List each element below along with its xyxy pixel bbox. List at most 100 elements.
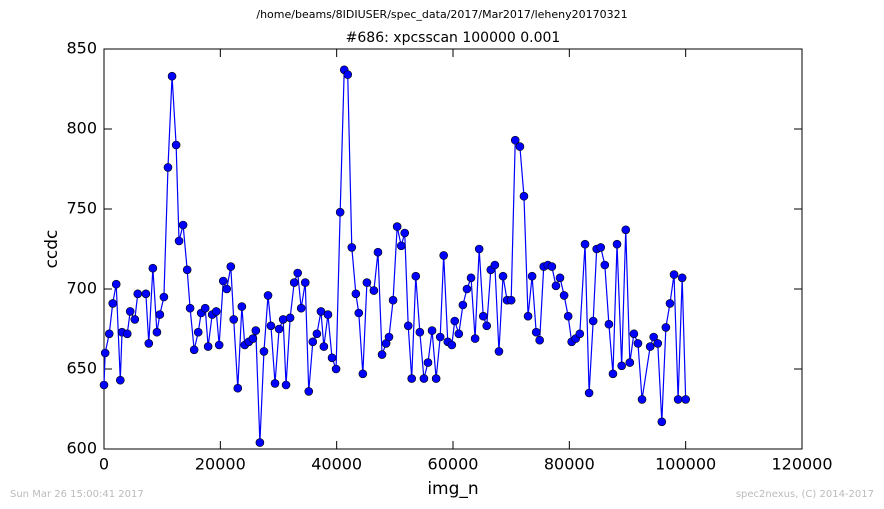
- y-tick-label: 600: [66, 439, 97, 458]
- data-point: [494, 347, 504, 356]
- data-point: [233, 383, 243, 393]
- data-point: [255, 438, 265, 447]
- data-point: [125, 307, 135, 316]
- data-point: [358, 369, 368, 379]
- data-point: [673, 395, 683, 404]
- x-tick-label: 100000: [655, 455, 716, 474]
- data-point: [466, 273, 476, 283]
- data-point: [115, 375, 125, 385]
- data-point: [435, 332, 445, 342]
- x-axis-label: img_n: [427, 479, 478, 499]
- data-point: [657, 417, 667, 427]
- y-tick-label: 800: [66, 119, 97, 138]
- data-point: [462, 284, 472, 294]
- data-point: [396, 241, 406, 251]
- data-point: [308, 337, 318, 347]
- data-point: [661, 323, 671, 332]
- data-point: [189, 345, 199, 355]
- data-point: [677, 273, 687, 283]
- data-point: [447, 340, 457, 350]
- data-point: [519, 191, 529, 201]
- data-point: [122, 329, 132, 339]
- data-point: [523, 311, 533, 321]
- data-point: [133, 289, 143, 299]
- data-point: [621, 225, 631, 235]
- data-point: [222, 284, 232, 294]
- data-point: [415, 327, 425, 337]
- data-point: [681, 395, 690, 404]
- data-point: [304, 387, 314, 396]
- data-point: [531, 327, 541, 337]
- data-point: [498, 271, 508, 281]
- data-point: [312, 329, 322, 339]
- data-point: [407, 374, 417, 383]
- data-point: [575, 329, 585, 339]
- data-point: [319, 342, 329, 351]
- data-point: [226, 262, 236, 271]
- data-point: [300, 278, 310, 287]
- data-point: [266, 321, 276, 331]
- data-point: [482, 321, 492, 331]
- data-point: [454, 329, 464, 339]
- data-point: [248, 334, 258, 343]
- data-point: [478, 311, 488, 321]
- data-point: [178, 220, 188, 230]
- data-point: [427, 326, 437, 335]
- data-point: [633, 339, 643, 348]
- data-point: [144, 339, 154, 348]
- data-point: [155, 310, 165, 319]
- footer-right: spec2nexus, (C) 2014-2017: [736, 489, 874, 500]
- y-tick-label: 750: [66, 199, 97, 218]
- data-point: [423, 358, 433, 367]
- data-point: [474, 244, 484, 254]
- data-point: [450, 316, 460, 326]
- data-point: [327, 353, 337, 363]
- y-tick-label: 850: [66, 39, 97, 58]
- data-point: [608, 369, 618, 379]
- data-point: [323, 310, 333, 319]
- data-point: [259, 347, 269, 356]
- data-point: [403, 321, 413, 331]
- data-point: [506, 295, 516, 305]
- data-point: [604, 319, 614, 329]
- data-point: [625, 358, 635, 367]
- data-point: [167, 71, 177, 81]
- data-point: [237, 302, 247, 311]
- data-point: [182, 265, 192, 275]
- suptitle: /home/beams/8IDIUSER/spec_data/2017/Mar2…: [256, 8, 627, 21]
- data-point: [270, 379, 280, 388]
- data-point: [411, 271, 421, 281]
- data-point: [278, 315, 288, 324]
- data-point: [596, 243, 606, 252]
- data-point: [281, 380, 291, 390]
- data-point: [141, 289, 151, 299]
- data-point: [347, 243, 357, 252]
- data-point: [645, 342, 655, 351]
- data-point: [384, 332, 394, 342]
- data-point: [148, 263, 158, 273]
- data-point: [629, 329, 639, 339]
- data-point: [335, 207, 345, 217]
- data-point: [377, 350, 387, 359]
- data-point: [100, 348, 110, 358]
- data-point: [163, 163, 173, 172]
- chart-title: #686: xpcsscan 100000 0.001: [346, 30, 561, 46]
- data-point: [200, 303, 210, 313]
- data-point: [490, 260, 500, 270]
- x-tick-label: 80000: [544, 455, 595, 474]
- data-point: [527, 271, 537, 281]
- x-tick-label: 120000: [771, 455, 832, 474]
- data-point: [354, 308, 364, 318]
- data-point: [470, 334, 480, 343]
- data-point: [108, 299, 118, 308]
- data-point: [111, 279, 121, 289]
- data-point: [419, 374, 429, 383]
- data-point: [431, 374, 441, 383]
- x-tick-label: 60000: [428, 455, 479, 474]
- data-point: [559, 291, 569, 300]
- data-point: [600, 260, 610, 270]
- data-point: [203, 342, 213, 351]
- data-point: [653, 339, 663, 348]
- data-point: [274, 324, 284, 334]
